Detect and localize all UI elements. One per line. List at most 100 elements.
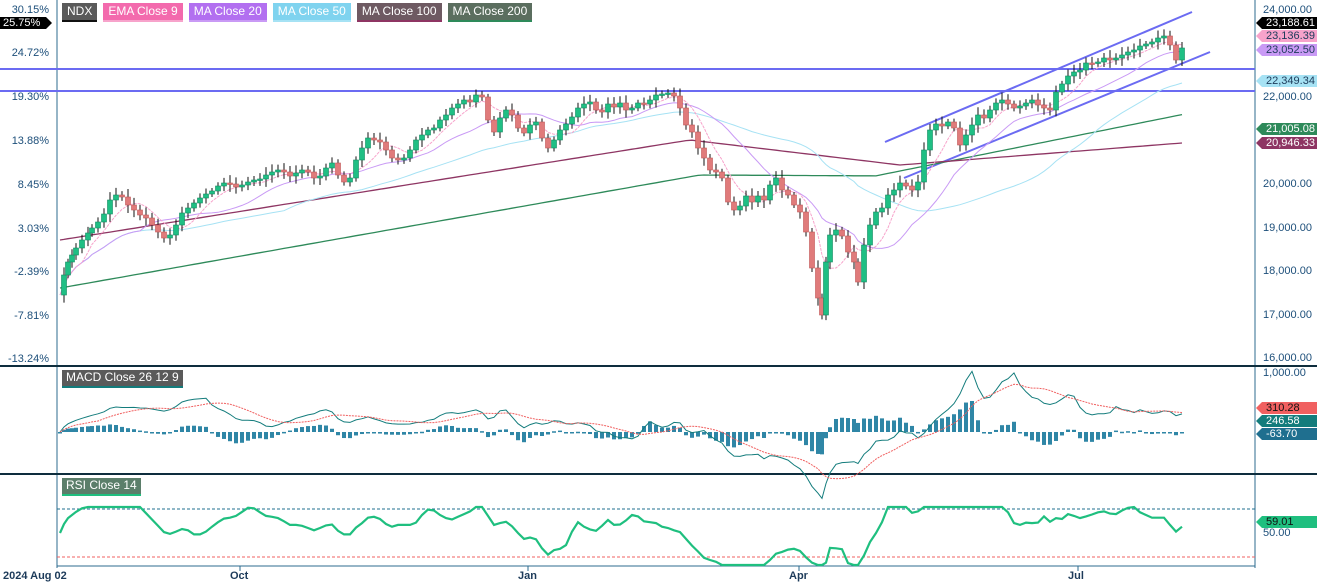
candle-body: [65, 261, 71, 276]
macd-histogram-bar: [450, 425, 454, 432]
candle-body: [197, 197, 203, 204]
legend-ma200[interactable]: MA Close 200: [447, 3, 533, 22]
macd-histogram-bar: [862, 418, 866, 432]
macd-histogram-bar: [1162, 432, 1166, 434]
macd-histogram-bar: [402, 432, 406, 435]
macd-histogram-bar: [678, 427, 682, 432]
candle-body: [1005, 99, 1011, 105]
candle-body: [1119, 54, 1125, 59]
candle-body: [1173, 44, 1179, 61]
x-tick-oct: Oct: [230, 570, 249, 582]
candle-body: [1053, 91, 1059, 111]
macd-histogram-bar: [360, 432, 364, 435]
candle-body: [897, 182, 903, 191]
candle-body: [1083, 62, 1089, 71]
ma20-line: [59, 50, 1183, 296]
candle-body: [299, 169, 305, 174]
candle-body: [281, 169, 287, 173]
candle-body: [1149, 41, 1155, 45]
candle-body: [617, 102, 623, 108]
candle-body: [563, 123, 569, 131]
macd-histogram-bar: [234, 432, 238, 444]
candle-body: [287, 171, 293, 177]
macd-histogram-bar: [762, 432, 766, 438]
macd-histogram-bar: [1048, 432, 1052, 445]
candle-body: [695, 131, 701, 149]
candle-body: [61, 274, 67, 296]
macd-histogram-bar: [300, 427, 304, 432]
candle-body: [737, 205, 743, 211]
candle-body: [755, 195, 761, 203]
candle-body: [521, 127, 527, 134]
macd-histogram-bar: [138, 430, 142, 433]
ema9-line: [59, 41, 1183, 296]
macd-panel-title[interactable]: MACD Close 26 12 9: [62, 370, 183, 388]
candle-body: [927, 129, 933, 151]
macd-histogram-bar: [666, 427, 670, 432]
candle-body: [731, 201, 737, 211]
macd-histogram-bar: [594, 432, 598, 439]
macd-histogram-bar: [1114, 430, 1118, 433]
candle-body: [921, 149, 927, 183]
candle-body: [491, 119, 497, 133]
macd-histogram-bar: [732, 432, 736, 448]
macd-histogram-bar: [892, 420, 896, 432]
macd-histogram-bar: [492, 432, 496, 436]
legend-ema9[interactable]: EMA Close 9: [103, 3, 183, 22]
indicator-legend: NDX EMA Close 9 MA Close 20 MA Close 50 …: [62, 3, 533, 22]
legend-ma20[interactable]: MA Close 20: [188, 3, 267, 22]
candle-body: [635, 102, 641, 109]
macd-histogram-bar: [1168, 432, 1172, 434]
macd-histogram-bar: [1090, 432, 1094, 442]
macd-histogram-bar: [618, 432, 622, 440]
macd-histogram-bar: [378, 432, 382, 434]
macd-histogram-bar: [540, 432, 544, 436]
macd-histogram-bar: [874, 415, 878, 432]
macd-histogram-bar: [246, 432, 250, 441]
macd-histogram-bar: [186, 425, 190, 432]
candle-body: [1161, 35, 1167, 39]
candle-body: [659, 93, 665, 96]
candle-body: [485, 96, 491, 121]
macd-histogram-bar: [714, 432, 718, 441]
candle-body: [527, 124, 533, 134]
macd-histogram-bar: [868, 418, 872, 432]
candle-body: [1077, 69, 1083, 73]
pct-tick: 19.30%: [11, 91, 49, 103]
candle-body: [969, 124, 975, 136]
macd-histogram-bar: [756, 432, 760, 437]
candle-body: [987, 109, 993, 119]
macd-histogram-bar: [96, 425, 100, 432]
macd-histogram-bar: [86, 426, 90, 432]
candle-body: [671, 92, 677, 97]
macd-histogram-bar: [922, 429, 926, 432]
macd-histogram-bar: [408, 432, 412, 435]
macd-histogram-bar: [600, 432, 604, 439]
candle-body: [497, 117, 503, 133]
rsi-panel-title[interactable]: RSI Close 14: [62, 478, 141, 496]
candle-body: [413, 139, 419, 151]
x-tick-jan: Jan: [518, 570, 537, 582]
candle-body: [107, 199, 113, 215]
macd-histogram-bar: [642, 425, 646, 432]
macd-histogram-bar: [342, 432, 346, 439]
macd-histogram-bar: [910, 425, 914, 432]
macd-histogram-bar: [606, 432, 610, 438]
candle-body: [725, 177, 731, 203]
macd-histogram-bar: [824, 432, 828, 439]
macd-histogram-bar: [1042, 432, 1046, 445]
candle-body: [713, 169, 719, 173]
macd-histogram-bar: [504, 429, 508, 432]
macd-histogram-bar: [162, 432, 166, 435]
legend-ma100[interactable]: MA Close 100: [356, 3, 442, 22]
macd-histogram-bar: [934, 420, 938, 432]
legend-ma50[interactable]: MA Close 50: [272, 3, 351, 22]
x-tick-aug: 2024 Aug 02: [3, 570, 67, 582]
macd-histogram-bar: [696, 432, 700, 437]
legend-ndx[interactable]: NDX: [62, 3, 98, 22]
macd-histogram-bar: [970, 400, 974, 432]
macd-histogram-bar: [1180, 432, 1184, 434]
macd-histogram-bar: [552, 431, 556, 433]
